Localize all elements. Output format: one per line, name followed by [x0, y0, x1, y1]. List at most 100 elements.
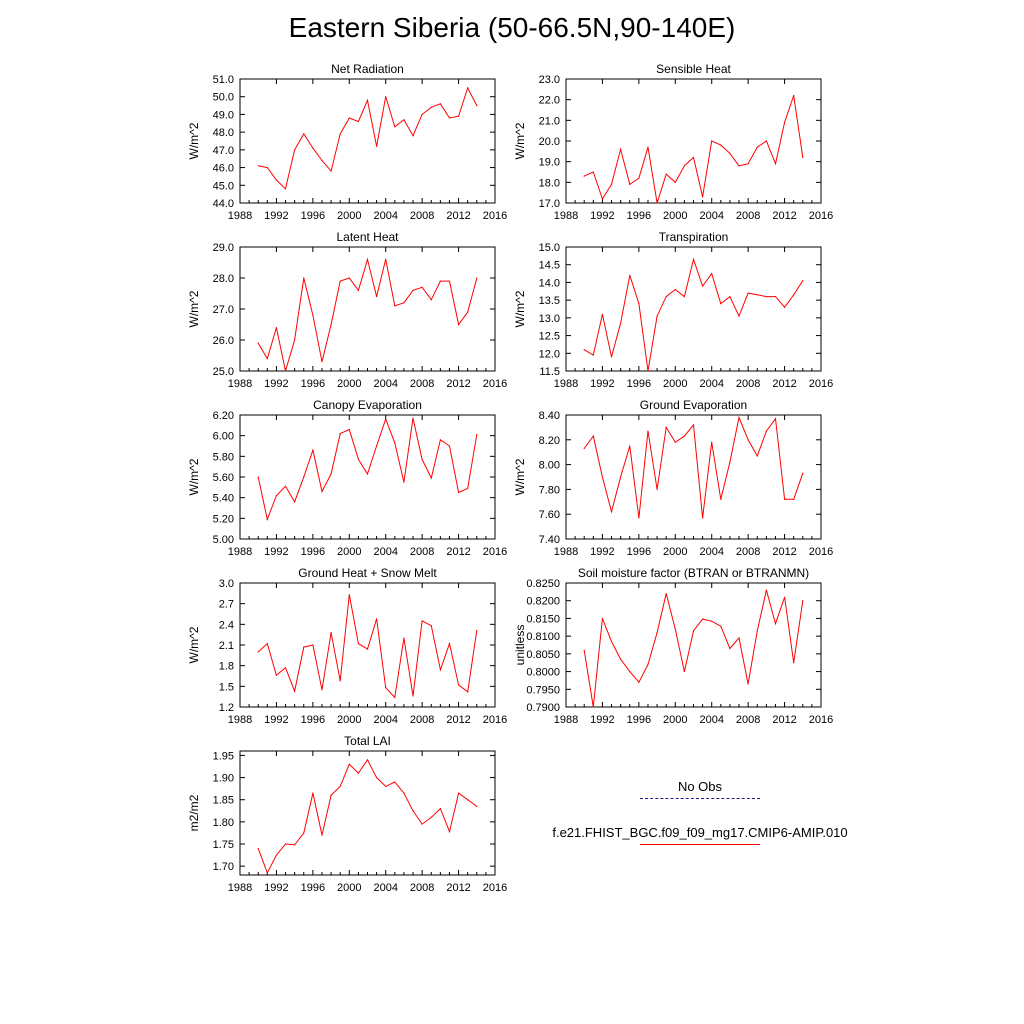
data-point [266, 518, 268, 520]
data-point [403, 481, 405, 483]
plot-frame [239, 414, 496, 540]
x-tick-label: 2012 [446, 714, 470, 726]
data-point [330, 632, 332, 634]
data-point [802, 600, 804, 602]
y-tick-label: 12.5 [539, 331, 560, 343]
y-axis-label: W/m^2 [187, 458, 201, 495]
data-point [257, 847, 259, 850]
series-line [257, 758, 478, 875]
data-point [476, 805, 478, 807]
x-tick-label: 1988 [228, 546, 252, 558]
data-point [312, 644, 314, 646]
data-point [330, 794, 332, 796]
x-tick-label: 1996 [301, 210, 325, 222]
y-tick-label: 0.8000 [526, 667, 560, 679]
y-tick-label: 19.0 [539, 157, 560, 169]
y-axis-label: W/m^2 [513, 290, 527, 327]
series-line [583, 589, 804, 708]
data-point [321, 361, 323, 363]
y-tick-label: 46.0 [213, 163, 234, 175]
data-point [467, 311, 469, 313]
data-point [774, 296, 777, 298]
y-tick-label: 1.5 [219, 681, 234, 693]
data-point [702, 517, 704, 519]
data-point [720, 303, 722, 305]
data-point [421, 458, 423, 461]
data-point [421, 113, 423, 116]
y-tick-label: 7.60 [539, 509, 560, 521]
data-point [430, 477, 432, 479]
data-point [665, 296, 667, 298]
y-tick-label: 7.40 [539, 534, 560, 546]
data-point [385, 96, 387, 98]
data-point [467, 87, 469, 89]
data-point [448, 831, 451, 833]
y-tick-label: 1.90 [213, 773, 234, 785]
data-point [275, 327, 278, 329]
data-point [665, 173, 667, 175]
data-point [394, 442, 396, 444]
data-point [665, 593, 667, 595]
y-tick-label: 17.0 [539, 198, 560, 210]
data-point [647, 146, 649, 148]
y-tick-label: 11.5 [539, 366, 560, 378]
data-point [711, 441, 713, 443]
data-point [284, 485, 287, 487]
x-tick-label: 2012 [446, 882, 470, 894]
data-point [330, 170, 332, 172]
data-point [266, 358, 268, 360]
data-point [774, 418, 777, 420]
plot-frame [565, 414, 822, 540]
data-point [421, 286, 423, 288]
x-tick-label: 1988 [228, 714, 252, 726]
data-point [583, 175, 585, 177]
x-tick-label: 2000 [337, 546, 361, 558]
x-tick-label: 2016 [483, 378, 507, 390]
y-tick-label: 2.1 [219, 640, 234, 652]
x-tick-label: 1992 [264, 378, 288, 390]
x-tick-label: 1992 [264, 882, 288, 894]
y-axis-label: W/m^2 [513, 122, 527, 159]
data-point [348, 277, 350, 279]
x-tick-label: 2000 [663, 714, 687, 726]
legend-entry-obs: No Obs [520, 776, 880, 822]
data-point [765, 140, 767, 142]
data-point [376, 296, 378, 298]
data-point [412, 289, 414, 291]
x-tick-label: 2004 [699, 714, 723, 726]
data-point [765, 296, 767, 298]
y-tick-label: 44.0 [213, 198, 234, 210]
y-tick-label: 1.8 [219, 661, 234, 673]
data-point [629, 183, 631, 185]
x-tick-label: 1996 [301, 714, 325, 726]
panel-title: Transpiration [659, 230, 729, 244]
y-axis-label: unitless [513, 625, 527, 666]
data-point [339, 433, 341, 435]
x-tick-label: 1988 [554, 378, 578, 390]
data-point [783, 121, 786, 123]
data-point [257, 342, 259, 344]
series-line [257, 417, 478, 522]
data-point [793, 294, 795, 296]
data-point [376, 145, 378, 147]
data-point [430, 816, 432, 819]
y-tick-label: 14.5 [539, 260, 560, 272]
data-point [294, 844, 296, 846]
data-point [620, 322, 622, 324]
y-axis-label: m2/m2 [187, 794, 201, 831]
y-tick-label: 0.8050 [526, 649, 560, 661]
y-tick-label: 0.8100 [526, 631, 560, 643]
page-title: Eastern Siberia (50-66.5N,90-140E) [288, 12, 736, 43]
x-tick-label: 2004 [699, 378, 723, 390]
data-point [683, 165, 685, 167]
data-point [412, 417, 414, 419]
data-point [303, 476, 305, 478]
y-tick-label: 5.80 [213, 451, 234, 463]
series-line [258, 86, 478, 190]
chart-panel-9: Total LAI m2/m2 1988 1992 1996 2000 2004 2008 20… [187, 734, 507, 894]
data-point [321, 689, 323, 691]
x-tick-label: 1988 [228, 882, 252, 894]
y-tick-label: 7.80 [539, 484, 560, 496]
data-point [339, 280, 341, 282]
data-point [647, 430, 649, 432]
